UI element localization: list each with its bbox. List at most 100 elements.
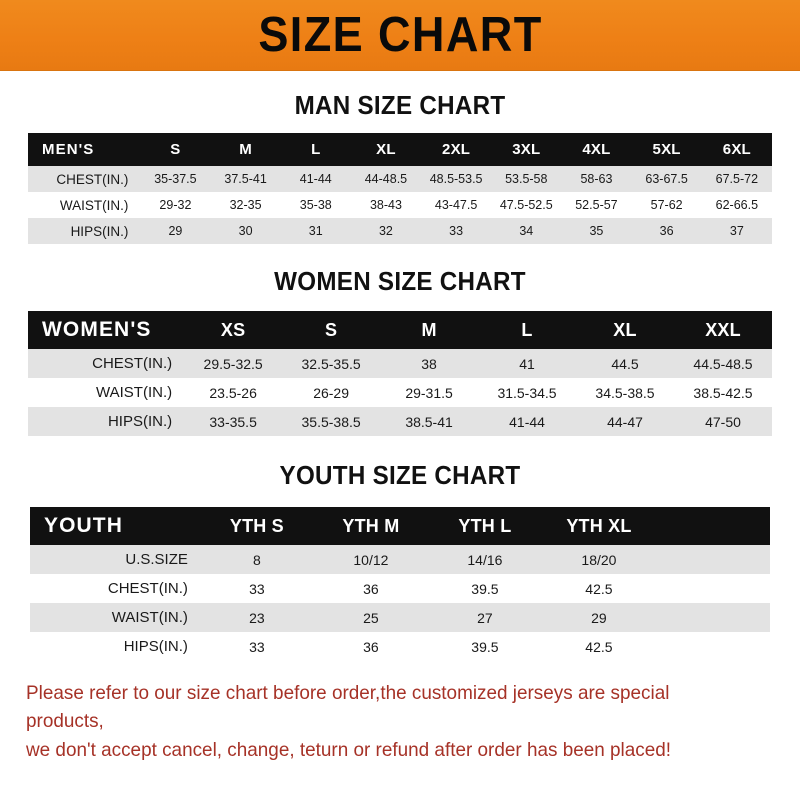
- women-measurement-cell: 38: [421, 355, 437, 372]
- youth-row-label: WAIST(IN.): [111, 609, 188, 626]
- youth-header-row: YOUTH YTH S YTH M YTH L YTH XL: [30, 507, 770, 545]
- order-disclaimer: Please refer to our size chart before or…: [26, 679, 752, 764]
- women-measurement-cell: 47-50: [705, 413, 741, 430]
- youth-measurement-cell: [656, 603, 770, 632]
- man-measurement-cell: 41-44: [299, 172, 332, 186]
- women-row-label: CHEST(IN.): [92, 355, 173, 372]
- youth-measurement-cell: 23: [249, 609, 265, 626]
- youth-corner-label: YOUTH: [44, 514, 123, 537]
- youth-measurement-cell: 39.5: [471, 638, 499, 655]
- women-measurement-cell: 41: [519, 355, 535, 372]
- women-measurement-cell: 41-44: [509, 413, 545, 430]
- man-chart-wrap: MEN'S S M L XL 2XL 3XL 4XL 5XL 6XL CHEST(IN.) 35-3…: [0, 133, 800, 244]
- disclaimer-line-2: we don't accept cancel, change, teturn o…: [26, 738, 672, 761]
- page-title: SIZE CHART: [257, 7, 543, 62]
- youth-column-header: [656, 507, 770, 545]
- man-measurement-cell: 30: [238, 224, 253, 238]
- man-column-header: S: [170, 141, 181, 158]
- women-measurement-cell: 38.5-41: [405, 413, 453, 430]
- man-measurement-cell: 53.5-58: [505, 172, 548, 186]
- man-measurement-cell: 47.5-52.5: [499, 198, 553, 212]
- man-measurement-cell: 57-62: [650, 198, 683, 212]
- women-column-header: L: [521, 319, 533, 340]
- man-measurement-cell: 33: [449, 224, 464, 238]
- section-title-youth: YOUTH SIZE CHART: [279, 460, 521, 490]
- table-row: WAIST(IN.) 23.5-26 26-29 29-31.5 31.5-34.5 34…: [28, 378, 772, 407]
- section-title-women: WOMEN SIZE CHART: [274, 266, 526, 296]
- man-measurement-cell: 67.5-72: [715, 172, 759, 186]
- women-measurement-cell: 34.5-38.5: [595, 384, 655, 401]
- man-measurement-cell: 29: [168, 224, 183, 238]
- women-measurement-cell: 23.5-26: [209, 384, 257, 401]
- table-row: U.S.SIZE 8 10/12 14/16 18/20: [30, 545, 770, 574]
- table-row: HIPS(IN.) 29 30 31 32 33 34 35 36 37: [28, 218, 772, 244]
- youth-row-label: U.S.SIZE: [125, 551, 188, 568]
- women-measurement-cell: 44-47: [607, 413, 643, 430]
- women-measurement-cell: 44.5: [611, 355, 639, 372]
- table-row: WAIST(IN.) 23 25 27 29: [30, 603, 770, 632]
- women-measurement-cell: 32.5-35.5: [301, 355, 361, 372]
- section-title-man: MAN SIZE CHART: [294, 90, 506, 120]
- man-size-table: MEN'S S M L XL 2XL 3XL 4XL 5XL 6XL CHEST(IN.) 35-3…: [28, 133, 772, 244]
- man-measurement-cell: 63-67.5: [645, 172, 688, 186]
- man-measurement-cell: 52.5-57: [575, 198, 618, 212]
- youth-measurement-cell: 25: [363, 609, 379, 626]
- women-size-table: WOMEN'S XS S M L XL XXL CHEST(IN.) 29.5-32.5 32.…: [28, 311, 772, 436]
- man-measurement-cell: 29-32: [159, 198, 192, 212]
- man-measurement-cell: 35: [589, 224, 604, 238]
- youth-measurement-cell: 27: [477, 609, 493, 626]
- youth-column-header: YTH XL: [566, 515, 632, 536]
- man-row-label: WAIST(IN.): [59, 197, 129, 213]
- man-column-header: M: [239, 141, 252, 158]
- women-column-header: M: [421, 319, 437, 340]
- women-row-label: HIPS(IN.): [107, 413, 173, 430]
- man-measurement-cell: 38-43: [369, 198, 402, 212]
- man-measurement-cell: 32: [378, 224, 393, 238]
- page-banner: SIZE CHART: [0, 0, 800, 71]
- youth-row-label: CHEST(IN.): [107, 580, 188, 597]
- man-column-header: 3XL: [512, 141, 541, 158]
- youth-column-header: YTH M: [342, 515, 400, 536]
- man-column-header: XL: [376, 141, 396, 158]
- man-column-header: 2XL: [442, 141, 471, 158]
- man-row-label: HIPS(IN.): [70, 223, 129, 239]
- women-header-row: WOMEN'S XS S M L XL XXL: [28, 311, 772, 349]
- table-row: CHEST(IN.) 35-37.5 37.5-41 41-44 44-48.5 48.5…: [28, 166, 772, 192]
- youth-measurement-cell: 29: [591, 609, 607, 626]
- youth-measurement-cell: [656, 632, 770, 661]
- youth-row-label: HIPS(IN.): [123, 638, 188, 655]
- disclaimer-line-1: Please refer to our size chart before or…: [26, 682, 670, 733]
- table-row: CHEST(IN.) 29.5-32.5 32.5-35.5 38 41 44.5 44.5…: [28, 349, 772, 378]
- women-table-head: WOMEN'S XS S M L XL XXL: [28, 311, 772, 349]
- man-table-head: MEN'S S M L XL 2XL 3XL 4XL 5XL 6XL: [28, 133, 772, 166]
- man-measurement-cell: 35-37.5: [154, 172, 197, 186]
- youth-measurement-cell: [656, 545, 770, 574]
- youth-column-header: YTH L: [458, 515, 512, 536]
- women-measurement-cell: 38.5-42.5: [693, 384, 753, 401]
- youth-measurement-cell: 42.5: [585, 638, 613, 655]
- table-row: WAIST(IN.) 29-32 32-35 35-38 38-43 43-47.5 47.…: [28, 192, 772, 218]
- man-measurement-cell: 48.5-53.5: [429, 172, 483, 186]
- youth-measurement-cell: 18/20: [581, 551, 617, 568]
- youth-column-header: YTH S: [229, 515, 284, 536]
- youth-measurement-cell: 36: [363, 638, 379, 655]
- table-row: HIPS(IN.) 33-35.5 35.5-38.5 38.5-41 41-44 44-…: [28, 407, 772, 436]
- youth-measurement-cell: 36: [363, 580, 379, 597]
- youth-size-table: YOUTH YTH S YTH M YTH L YTH XL U.S.SIZE 8 10/1…: [30, 507, 770, 661]
- women-row-label: WAIST(IN.): [96, 384, 173, 401]
- man-measurement-cell: 32-35: [229, 198, 262, 212]
- women-measurement-cell: 29.5-32.5: [203, 355, 263, 372]
- women-table-body: CHEST(IN.) 29.5-32.5 32.5-35.5 38 41 44.5 44.5…: [28, 349, 772, 436]
- man-measurement-cell: 37: [729, 224, 744, 238]
- man-table-body: CHEST(IN.) 35-37.5 37.5-41 41-44 44-48.5 48.5…: [28, 166, 772, 244]
- women-measurement-cell: 35.5-38.5: [301, 413, 361, 430]
- section-youth: YOUTH SIZE CHART YOUTH YTH S YTH M YTH L YTH…: [0, 460, 800, 661]
- man-row-label: CHEST(IN.): [56, 171, 129, 187]
- man-corner-label: MEN'S: [42, 141, 95, 158]
- section-women: WOMEN SIZE CHART WOMEN'S XS S M L XL XXL CHEST…: [0, 266, 800, 436]
- section-man: MAN SIZE CHART MEN'S S M L XL 2XL 3XL 4XL 5XL 6XL…: [0, 90, 800, 244]
- women-chart-wrap: WOMEN'S XS S M L XL XXL CHEST(IN.) 29.5-32.5 32.…: [0, 311, 800, 436]
- man-measurement-cell: 58-63: [580, 172, 613, 186]
- women-column-header: XL: [613, 319, 637, 340]
- man-header-row: MEN'S S M L XL 2XL 3XL 4XL 5XL 6XL: [28, 133, 772, 166]
